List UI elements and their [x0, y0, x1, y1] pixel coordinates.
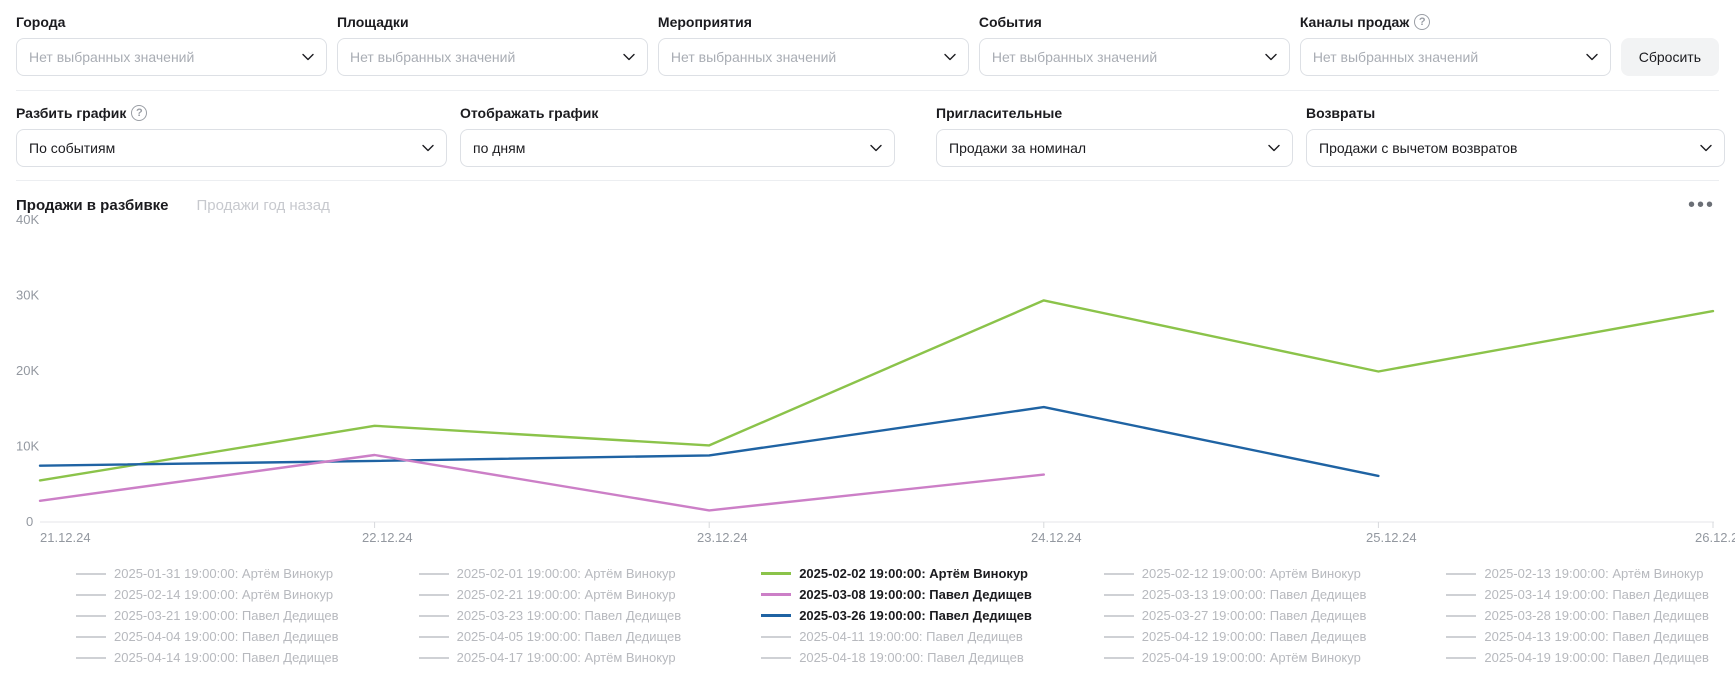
- svg-text:25.12.24: 25.12.24: [1366, 530, 1417, 545]
- svg-text:22.12.24: 22.12.24: [362, 530, 413, 545]
- svg-text:30K: 30K: [16, 288, 39, 303]
- svg-text:20K: 20K: [16, 363, 39, 378]
- svg-text:24.12.24: 24.12.24: [1031, 530, 1082, 545]
- svg-text:0: 0: [26, 514, 33, 529]
- svg-text:40K: 40K: [16, 212, 39, 227]
- svg-text:23.12.24: 23.12.24: [697, 530, 748, 545]
- svg-text:26.12.24: 26.12.24: [1695, 530, 1735, 545]
- svg-text:10K: 10K: [16, 439, 39, 454]
- svg-text:21.12.24: 21.12.24: [40, 530, 91, 545]
